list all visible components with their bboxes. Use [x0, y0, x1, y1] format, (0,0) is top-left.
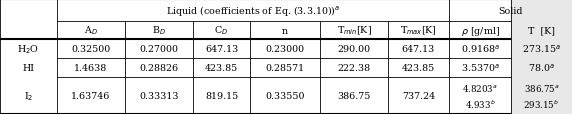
Text: 0.28571: 0.28571 [265, 63, 304, 72]
Text: 4.8203$^a$: 4.8203$^a$ [462, 82, 498, 93]
Text: C$_D$: C$_D$ [214, 25, 229, 37]
Text: $\rho$ [g/ml]: $\rho$ [g/ml] [460, 24, 499, 37]
Text: B$_D$: B$_D$ [152, 25, 166, 37]
Text: 0.27000: 0.27000 [140, 45, 178, 54]
Text: HI: HI [22, 63, 34, 72]
Text: 0.33550: 0.33550 [265, 91, 305, 100]
Text: 1.4638: 1.4638 [74, 63, 108, 72]
Text: 222.38: 222.38 [337, 63, 371, 72]
Text: T$_{max}$[K]: T$_{max}$[K] [400, 25, 437, 37]
Text: 0.33313: 0.33313 [139, 91, 178, 100]
Text: 423.85: 423.85 [402, 63, 435, 72]
Text: 386.75$^a$: 386.75$^a$ [523, 82, 559, 93]
Text: 0.9168$^a$: 0.9168$^a$ [460, 43, 499, 55]
Text: 0.23000: 0.23000 [265, 45, 304, 54]
Text: 0.32500: 0.32500 [72, 45, 110, 54]
Text: Liquid (coefficients of Eq. (3.3.10))$^a$: Liquid (coefficients of Eq. (3.3.10))$^a… [166, 4, 340, 18]
Text: A$_D$: A$_D$ [84, 25, 98, 37]
Text: 3.5370$^a$: 3.5370$^a$ [460, 62, 499, 74]
Text: T$_{min}$[K]: T$_{min}$[K] [336, 25, 371, 37]
Text: Solid: Solid [498, 6, 523, 15]
Bar [0, 0, 57, 114]
Text: 423.85: 423.85 [205, 63, 238, 72]
Text: 647.13: 647.13 [205, 45, 238, 54]
Text: 1.63746: 1.63746 [72, 91, 111, 100]
Text: n: n [282, 26, 288, 35]
Text: 293.15$^b$: 293.15$^b$ [523, 98, 559, 110]
Text: 273.15$^a$: 273.15$^a$ [522, 43, 561, 55]
Text: 647.13: 647.13 [402, 45, 435, 54]
Text: H$_2$O: H$_2$O [18, 43, 39, 55]
Text: 0.28826: 0.28826 [140, 63, 178, 72]
Text: 78.0$^a$: 78.0$^a$ [528, 62, 555, 74]
Text: 386.75: 386.75 [337, 91, 371, 100]
Text: T  [K]: T [K] [528, 26, 555, 35]
Text: 819.15: 819.15 [205, 91, 238, 100]
Text: 4.933$^b$: 4.933$^b$ [464, 98, 495, 110]
Text: 290.00: 290.00 [337, 45, 371, 54]
Text: 737.24: 737.24 [402, 91, 435, 100]
Bar [57, 0, 511, 114]
Text: I$_2$: I$_2$ [24, 89, 33, 102]
